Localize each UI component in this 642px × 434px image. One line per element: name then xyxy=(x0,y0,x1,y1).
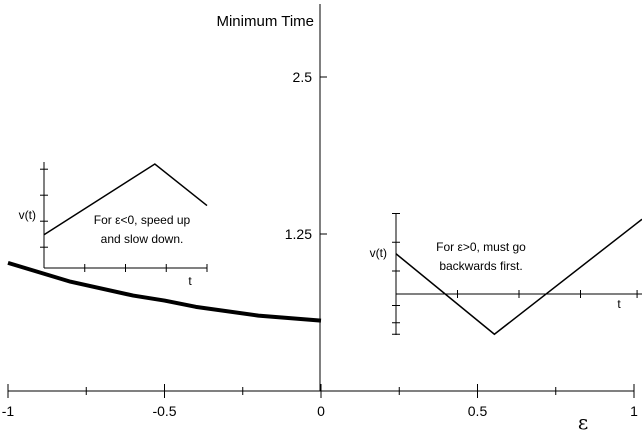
chart-title: Minimum Time xyxy=(216,13,314,30)
inset-right-velocity-line xyxy=(395,218,642,336)
inset-right-ylabel: v(t) xyxy=(370,246,387,260)
inset-left-annotation-line2: and slow down. xyxy=(101,232,184,246)
x-tick-label: -1 xyxy=(2,403,15,419)
inset-left: v(t) t For ε<0, speed up and slow down. xyxy=(19,162,208,288)
inset-right-annotation-line1: For ε>0, must go xyxy=(436,240,526,254)
inset-left-xlabel: t xyxy=(188,274,192,288)
x-tick-label: -0.5 xyxy=(152,403,176,419)
inset-left-velocity-line xyxy=(43,163,208,236)
inset-left-annotation-line1: For ε<0, speed up xyxy=(94,213,191,227)
inset-right: v(t) t For ε>0, must go backwards first. xyxy=(370,213,642,336)
x-tick-label: 0 xyxy=(317,403,325,419)
x-tick-label: 0.5 xyxy=(468,403,488,419)
x-axis-label: ε xyxy=(578,410,588,434)
inset-right-xlabel: t xyxy=(617,297,621,311)
x-tick-label: 1 xyxy=(630,403,638,419)
inset-left-ylabel: v(t) xyxy=(19,208,36,222)
inset-right-annotation-line2: backwards first. xyxy=(439,259,522,273)
y-tick-label: 2.5 xyxy=(293,69,313,85)
series-line-1 xyxy=(7,260,322,323)
y-tick-label: 1.25 xyxy=(285,226,312,242)
